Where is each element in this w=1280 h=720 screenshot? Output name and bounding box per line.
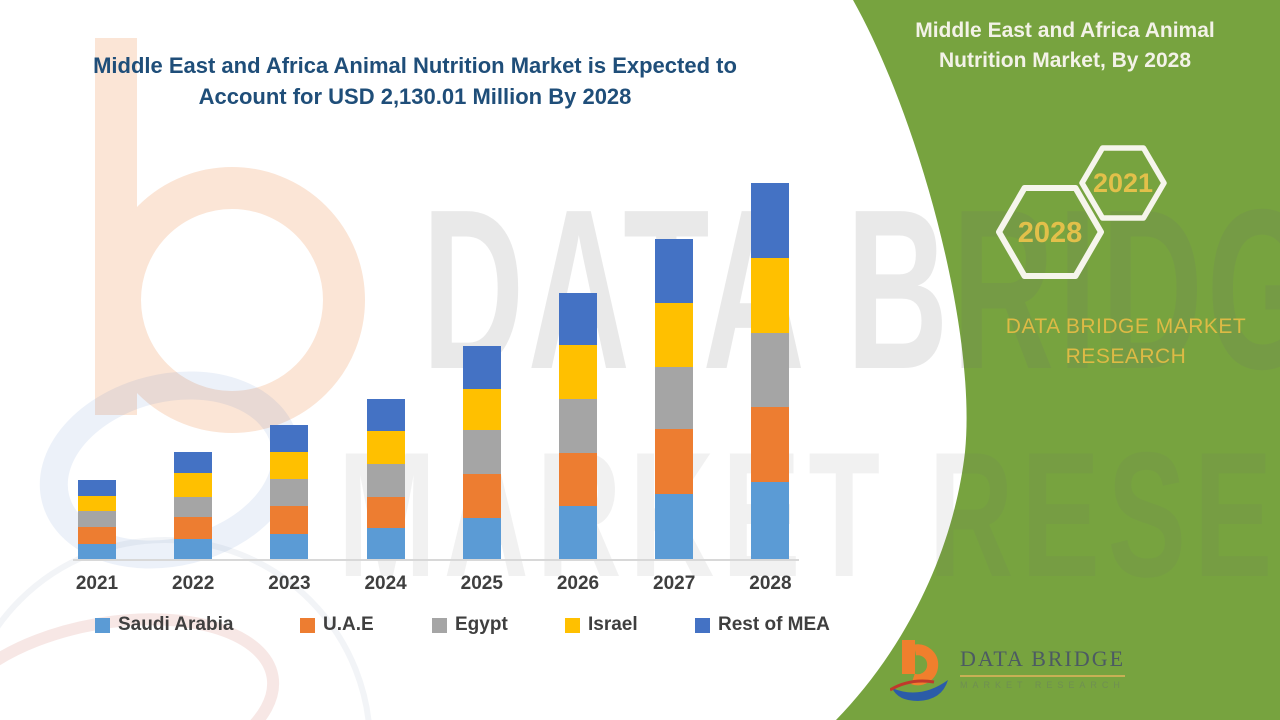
bar-segment-rest-of-mea-2025 [462, 345, 501, 390]
chart-title-line1: Middle East and Africa Animal Nutrition … [93, 53, 737, 78]
x-axis-label-2021: 2021 [75, 573, 119, 594]
chart-title-line2: Account for USD 2,130.01 Million By 2028 [198, 84, 632, 109]
legend-swatch-icon [695, 617, 710, 633]
legend-swatch-icon [95, 617, 110, 633]
bar-segment-saudi-arabia-2026 [559, 506, 597, 560]
legend-label: Rest of MEA [718, 614, 830, 635]
bar-segment-rest-of-mea-2024 [366, 398, 405, 431]
bar-segment-u-a-e-2021 [78, 526, 116, 545]
bar-2025 [462, 345, 501, 560]
bar-segment-saudi-arabia-2024 [366, 527, 405, 560]
bar-2022 [174, 451, 213, 560]
legend-label: U.A.E [323, 614, 374, 635]
dbmr-logo-mark-icon [889, 638, 952, 702]
bar-segment-israel-2026 [559, 344, 597, 400]
bar-segment-egypt-2028 [751, 333, 790, 408]
legend-item-israel: Israel [565, 614, 638, 636]
bar-segment-egypt-2027 [655, 367, 694, 430]
legend-item-u-a-e: U.A.E [300, 614, 374, 636]
legend-swatch-icon [432, 617, 447, 633]
x-axis-label-2025: 2025 [460, 573, 503, 594]
legend-item-saudi-arabia: Saudi Arabia [95, 614, 233, 636]
hexagon-2021: 2021 [1079, 145, 1167, 221]
hexagon-2028: 2028 [996, 185, 1104, 279]
x-axis-labels: 2021 2022 2023 2024 2025 2026 2027 2028 [75, 573, 799, 597]
bar-segment-egypt-2024 [366, 463, 405, 497]
legend-label: Egypt [455, 614, 508, 635]
bar-segment-israel-2024 [366, 430, 405, 464]
bar-segment-rest-of-mea-2026 [559, 292, 597, 345]
bar-segment-israel-2021 [78, 495, 116, 511]
bar-segment-israel-2025 [462, 389, 501, 430]
side-panel-title: Middle East and Africa Animal Nutrition … [915, 19, 1215, 72]
bar-segment-rest-of-mea-2027 [655, 238, 694, 303]
bar-2024 [366, 398, 405, 560]
bar-segment-saudi-arabia-2025 [462, 518, 501, 560]
bar-segment-rest-of-mea-2022 [174, 451, 213, 474]
bar-segment-u-a-e-2025 [462, 474, 501, 519]
bar-2023 [270, 424, 309, 560]
legend-swatch-icon [300, 617, 315, 633]
bar-segment-u-a-e-2028 [751, 407, 790, 483]
bar-segment-u-a-e-2023 [270, 505, 309, 534]
bar-segment-saudi-arabia-2022 [174, 539, 213, 560]
hexagon-2028-label: 2028 [1018, 217, 1083, 249]
x-axis-label-2022: 2022 [172, 573, 215, 594]
x-axis-line [73, 559, 799, 561]
legend-label: Israel [588, 614, 638, 635]
bar-segment-rest-of-mea-2028 [751, 183, 790, 258]
x-axis-label-2026: 2026 [556, 573, 600, 594]
bar-segment-u-a-e-2027 [655, 429, 694, 495]
bar-segment-rest-of-mea-2023 [270, 424, 309, 452]
legend-item-rest-of-mea: Rest of MEA [695, 614, 830, 636]
bar-segment-u-a-e-2022 [174, 517, 213, 540]
dbmr-logo: DATA BRIDGE MARKET RESEARCH [889, 638, 1126, 702]
bar-segment-egypt-2026 [559, 399, 597, 453]
bar-segment-israel-2022 [174, 473, 213, 497]
bar-segment-egypt-2025 [462, 429, 501, 475]
bar-segment-israel-2028 [751, 257, 790, 334]
logo-subtitle: MARKET RESEARCH [960, 680, 1125, 690]
legend-item-egypt: Egypt [432, 614, 508, 636]
bar-segment-israel-2027 [655, 302, 694, 368]
bar-segment-saudi-arabia-2028 [751, 482, 790, 560]
bar-2026 [559, 292, 597, 560]
bar-segment-egypt-2022 [174, 497, 213, 517]
legend-label: Saudi Arabia [118, 614, 234, 635]
chart-title: Middle East and Africa Animal Nutrition … [70, 50, 760, 112]
bar-segment-israel-2023 [270, 451, 309, 480]
chart-legend: Saudi Arabia U.A.E Egypt Israel Rest of MEA [0, 614, 860, 642]
x-axis-label-2027: 2027 [653, 573, 696, 594]
bar-segment-rest-of-mea-2021 [78, 480, 116, 496]
x-axis-label-2024: 2024 [364, 573, 407, 594]
bar-segment-egypt-2023 [270, 479, 309, 506]
peach-b-bowl-icon [99, 167, 365, 433]
bar-2028 [751, 183, 790, 560]
brand-text: DATA BRIDGE MARKET RESEARCH [1005, 315, 1247, 368]
bar-segment-u-a-e-2026 [559, 452, 597, 507]
bar-2021 [78, 480, 116, 560]
legend-swatch-icon [565, 617, 580, 633]
bar-segment-u-a-e-2024 [366, 496, 405, 528]
bar-segment-saudi-arabia-2023 [270, 533, 309, 560]
year-hexagons: 2021 2028 [996, 145, 1167, 279]
x-axis-label-2023: 2023 [268, 573, 311, 594]
stacked-bar-chart [75, 168, 799, 560]
hexagon-2021-label: 2021 [1093, 168, 1153, 198]
bar-segment-saudi-arabia-2027 [655, 494, 694, 560]
bar-segment-saudi-arabia-2021 [78, 544, 116, 560]
bar-segment-egypt-2021 [78, 510, 116, 527]
x-axis-label-2028: 2028 [749, 573, 792, 594]
logo-title: DATA BRIDGE [960, 646, 1126, 677]
circle-watermark-icon [0, 537, 372, 720]
bar-2027 [655, 238, 694, 560]
